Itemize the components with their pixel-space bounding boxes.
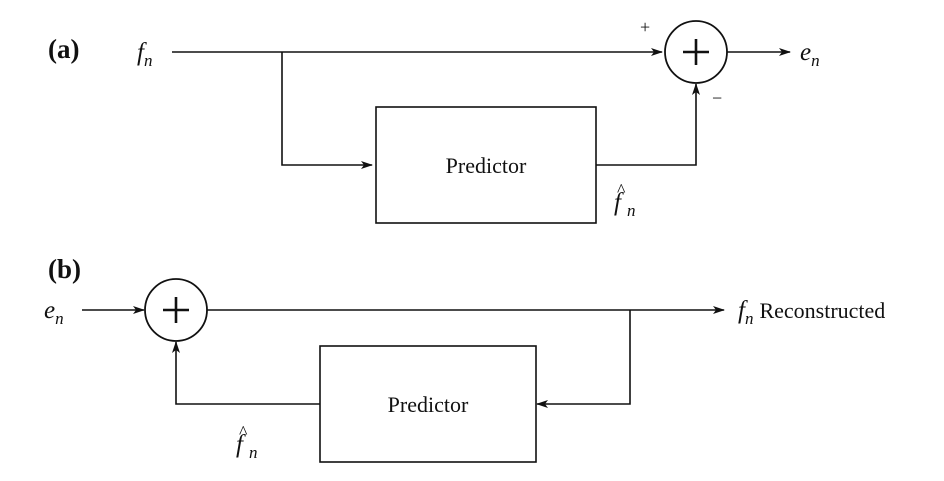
branch-to-predictor-a [281, 52, 373, 169]
predictor-label-a: Predictor [446, 153, 527, 178]
output-signal-a: en [800, 39, 820, 70]
diagram-b: (b) en fn Reconstructed Predictor f ^ n [44, 254, 885, 463]
svg-text:n: n [249, 443, 258, 462]
sign-plus-a: + [640, 17, 650, 37]
output-signal-b: fn Reconstructed [738, 297, 885, 328]
prediction-to-summer-a [596, 83, 700, 166]
svg-text:^: ^ [617, 180, 626, 200]
feedback-to-predictor-b [536, 310, 631, 408]
input-signal-a: fn [137, 39, 152, 70]
svg-text:n: n [627, 201, 636, 220]
svg-text:f: f [614, 189, 624, 216]
plus-symbol-b [163, 297, 189, 323]
diagram-a: (a) fn Predictor + − en f ^ n [48, 17, 820, 224]
predictor-label-b: Predictor [388, 392, 469, 417]
svg-text:^: ^ [239, 422, 248, 442]
plus-symbol-a [683, 39, 709, 65]
input-signal-b: en [44, 297, 64, 328]
prediction-signal-b: f ^ n [236, 422, 258, 462]
panel-label-a: (a) [48, 34, 79, 64]
panel-label-b: (b) [48, 254, 81, 284]
svg-text:f: f [236, 431, 246, 458]
predictor-block-a [375, 106, 597, 224]
prediction-signal-a: f ^ n [614, 180, 636, 220]
prediction-to-summer-b [172, 341, 320, 405]
sign-minus-a: − [712, 88, 722, 108]
